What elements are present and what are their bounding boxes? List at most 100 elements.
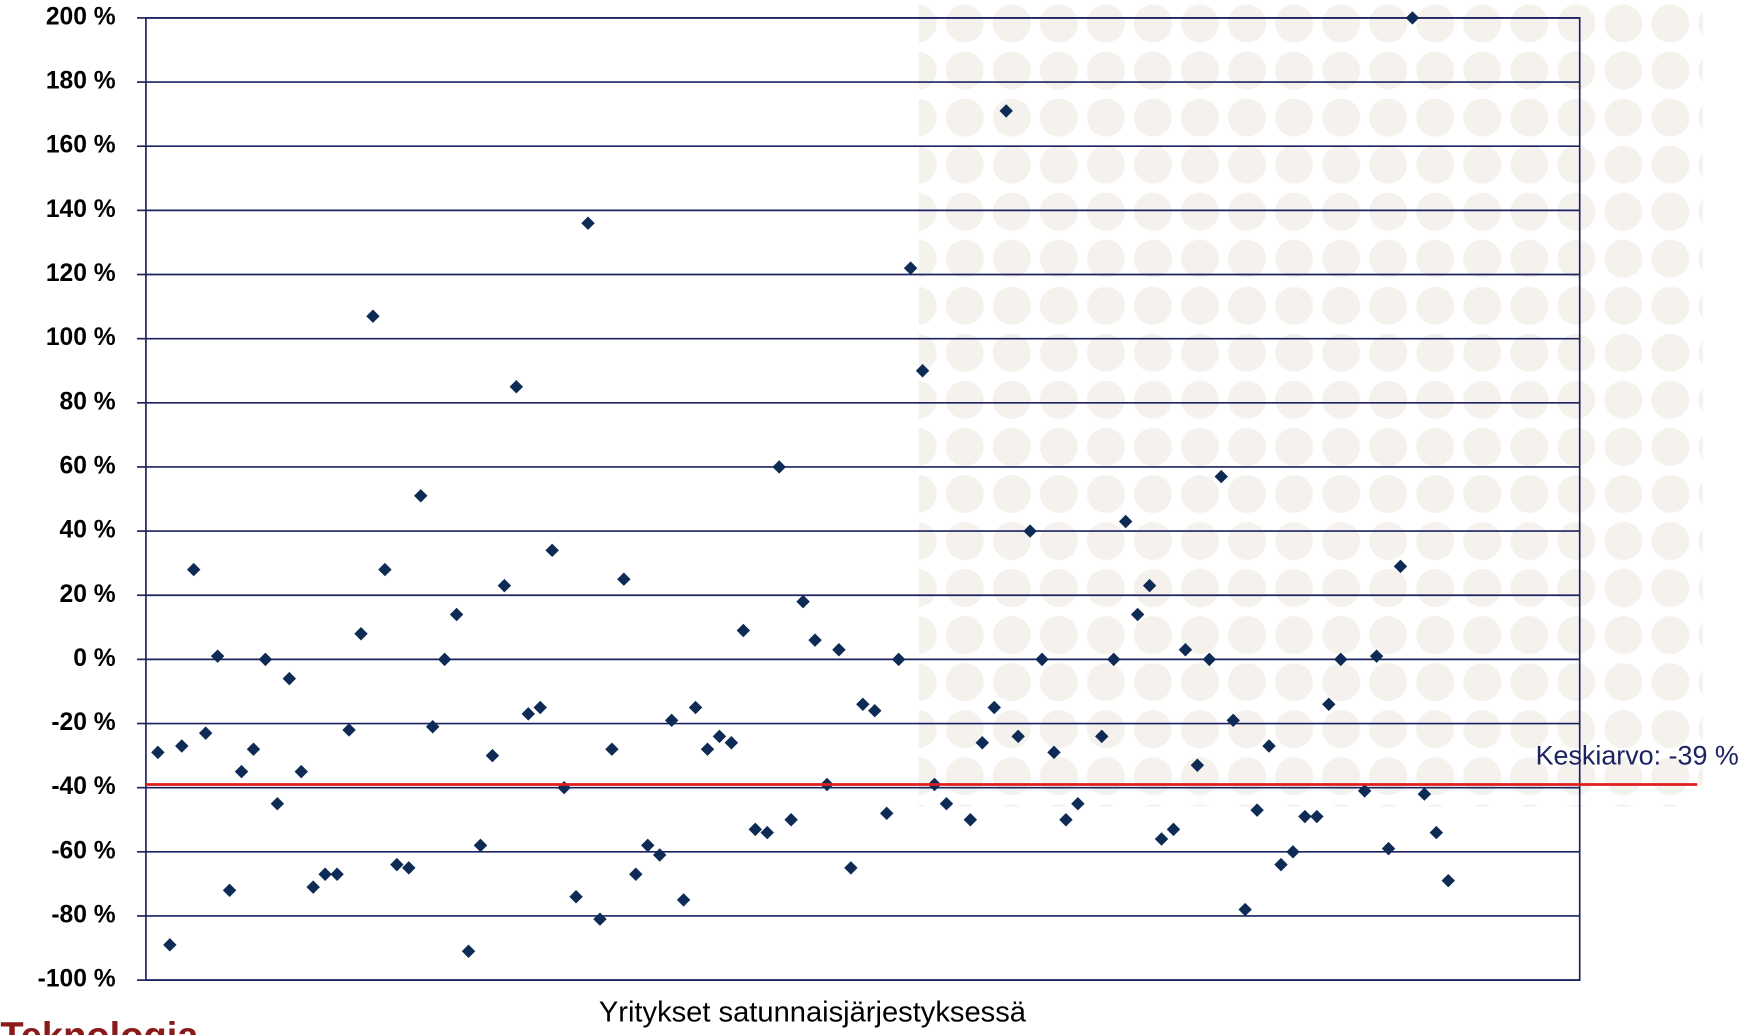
point bbox=[163, 938, 177, 952]
point bbox=[856, 697, 870, 712]
point bbox=[1405, 11, 1420, 25]
point bbox=[497, 578, 512, 593]
point bbox=[473, 838, 488, 853]
point bbox=[879, 806, 894, 821]
logo: Teknologia bbox=[0, 1015, 199, 1035]
y-tick-label: 160 % bbox=[46, 132, 116, 159]
point bbox=[485, 748, 500, 763]
point bbox=[318, 867, 332, 881]
point bbox=[808, 633, 822, 647]
point bbox=[1381, 841, 1396, 856]
y-tick-label: -40 % bbox=[51, 773, 115, 800]
point bbox=[1059, 813, 1073, 827]
y-tick-label: 60 % bbox=[60, 452, 116, 479]
point bbox=[1298, 809, 1312, 824]
y-tick-label: -80 % bbox=[51, 901, 115, 928]
point bbox=[1190, 758, 1205, 772]
point bbox=[844, 861, 858, 875]
point bbox=[557, 780, 571, 795]
point bbox=[198, 726, 213, 740]
point bbox=[1322, 697, 1336, 712]
point bbox=[437, 652, 452, 667]
point bbox=[593, 912, 607, 926]
point bbox=[222, 883, 237, 898]
point bbox=[1310, 809, 1324, 824]
point bbox=[963, 813, 978, 827]
point bbox=[939, 796, 954, 811]
point bbox=[641, 838, 655, 853]
point bbox=[1178, 643, 1193, 657]
y-tick-label: 200 % bbox=[46, 3, 116, 30]
point bbox=[1334, 652, 1348, 667]
point bbox=[1142, 578, 1157, 593]
point bbox=[306, 880, 320, 894]
point bbox=[832, 643, 846, 657]
point bbox=[629, 867, 643, 881]
point bbox=[1262, 739, 1276, 753]
point bbox=[1429, 825, 1444, 840]
point bbox=[1154, 832, 1169, 846]
point bbox=[449, 607, 464, 622]
y-tick-label: -60 % bbox=[51, 837, 115, 864]
point bbox=[760, 825, 774, 840]
point bbox=[724, 736, 739, 750]
point bbox=[569, 890, 583, 904]
point bbox=[390, 857, 404, 872]
y-tick-label: 120 % bbox=[46, 260, 116, 287]
point bbox=[868, 703, 882, 718]
point bbox=[425, 720, 440, 734]
point bbox=[1118, 514, 1133, 529]
point bbox=[975, 736, 990, 750]
point bbox=[246, 742, 261, 756]
point bbox=[342, 723, 356, 737]
point bbox=[784, 813, 798, 827]
point bbox=[330, 867, 344, 881]
x-axis-label: Yritykset satunnaisjärjestyksessä bbox=[599, 997, 1027, 1029]
point bbox=[151, 745, 165, 760]
point bbox=[987, 700, 1001, 715]
point bbox=[1214, 469, 1228, 484]
point bbox=[402, 861, 416, 875]
point bbox=[533, 700, 547, 715]
point bbox=[378, 562, 392, 577]
point bbox=[1011, 729, 1025, 744]
point bbox=[294, 764, 308, 779]
point bbox=[1130, 607, 1145, 622]
point bbox=[999, 104, 1013, 118]
point bbox=[1071, 796, 1085, 811]
point bbox=[258, 652, 273, 667]
point bbox=[891, 652, 906, 667]
point bbox=[1238, 902, 1252, 917]
point bbox=[210, 649, 225, 663]
y-tick-label: 80 % bbox=[60, 388, 116, 415]
point bbox=[712, 729, 727, 744]
y-tick-label: 140 % bbox=[46, 196, 116, 223]
point bbox=[1369, 649, 1384, 663]
mean-label: Keskiarvo: -39 % bbox=[1536, 741, 1739, 771]
point bbox=[521, 707, 535, 721]
point bbox=[1286, 845, 1300, 859]
y-tick-label: 40 % bbox=[60, 517, 116, 544]
point bbox=[366, 309, 380, 323]
point bbox=[461, 944, 476, 958]
point bbox=[664, 713, 679, 728]
y-tick-label: 100 % bbox=[46, 324, 116, 351]
point bbox=[234, 764, 249, 779]
point bbox=[652, 848, 667, 862]
point bbox=[915, 364, 930, 378]
point bbox=[1441, 873, 1455, 888]
point bbox=[676, 893, 691, 907]
point bbox=[1023, 524, 1037, 538]
point bbox=[1417, 787, 1432, 801]
y-tick-label: -100 % bbox=[38, 966, 116, 993]
point bbox=[414, 489, 428, 503]
y-tick-label: 0 % bbox=[73, 645, 116, 672]
point bbox=[545, 543, 559, 558]
point bbox=[509, 380, 524, 394]
point bbox=[282, 671, 297, 686]
point bbox=[581, 216, 595, 230]
point bbox=[700, 742, 715, 756]
point bbox=[605, 742, 619, 756]
plot-border bbox=[145, 17, 1581, 981]
